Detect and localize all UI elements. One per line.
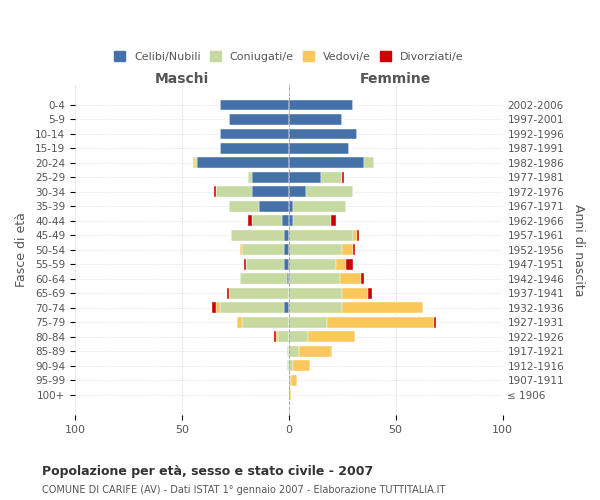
Bar [239,244,242,256]
Bar [293,360,310,372]
Bar [289,346,299,357]
Bar [238,317,242,328]
Bar [342,244,353,256]
Bar [289,317,327,328]
Bar [231,230,284,241]
Bar [342,302,424,314]
Bar [361,274,364,284]
Bar [284,302,289,314]
Legend: Celibi/Nubili, Coniugati/e, Vedovi/e, Divorziati/e: Celibi/Nubili, Coniugati/e, Vedovi/e, Di… [110,47,467,66]
Y-axis label: Anni di nascita: Anni di nascita [572,204,585,296]
Bar [227,288,229,299]
Bar [248,172,253,183]
Bar [284,244,289,256]
Bar [368,288,372,299]
Bar [229,114,289,125]
Bar [289,259,336,270]
Bar [331,216,336,226]
Bar [308,332,355,342]
Text: Maschi: Maschi [155,72,209,86]
Bar [289,375,291,386]
Bar [287,360,289,372]
Bar [276,332,278,342]
Bar [289,332,308,342]
Bar [342,288,368,299]
Bar [239,274,287,284]
Bar [357,230,359,241]
Bar [434,317,436,328]
Text: Femmine: Femmine [360,72,431,86]
Bar [364,158,374,168]
Bar [220,128,289,140]
Bar [289,186,306,198]
Bar [216,302,220,314]
Bar [321,172,342,183]
Bar [327,317,434,328]
Bar [289,114,342,125]
Bar [253,172,289,183]
Bar [253,216,283,226]
Bar [340,274,361,284]
Bar [353,230,357,241]
Bar [274,332,276,342]
Bar [229,201,259,212]
Y-axis label: Fasce di età: Fasce di età [15,212,28,288]
Bar [259,201,289,212]
Bar [229,288,289,299]
Bar [284,259,289,270]
Bar [220,143,289,154]
Bar [342,172,344,183]
Bar [293,216,331,226]
Bar [248,216,253,226]
Bar [284,230,289,241]
Bar [289,360,293,372]
Bar [246,259,284,270]
Bar [242,244,284,256]
Bar [289,274,340,284]
Bar [283,216,289,226]
Bar [220,100,289,110]
Bar [212,302,216,314]
Text: Popolazione per età, sesso e stato civile - 2007: Popolazione per età, sesso e stato civil… [42,465,373,478]
Bar [291,375,297,386]
Bar [220,302,284,314]
Bar [289,216,293,226]
Bar [197,158,289,168]
Bar [278,332,289,342]
Bar [216,186,253,198]
Bar [289,201,293,212]
Bar [306,186,353,198]
Bar [214,186,216,198]
Bar [253,186,289,198]
Bar [336,259,346,270]
Bar [346,259,353,270]
Bar [289,390,291,400]
Bar [193,158,194,168]
Bar [289,128,357,140]
Text: COMUNE DI CARIFE (AV) - Dati ISTAT 1° gennaio 2007 - Elaborazione TUTTITALIA.IT: COMUNE DI CARIFE (AV) - Dati ISTAT 1° ge… [42,485,445,495]
Bar [289,244,342,256]
Bar [289,288,342,299]
Bar [287,274,289,284]
Bar [289,143,349,154]
Bar [289,172,321,183]
Bar [289,100,353,110]
Bar [289,302,342,314]
Bar [289,158,364,168]
Bar [299,346,331,357]
Bar [289,230,353,241]
Bar [353,244,355,256]
Bar [194,158,197,168]
Bar [287,346,289,357]
Bar [293,201,346,212]
Bar [244,259,246,270]
Bar [242,317,289,328]
